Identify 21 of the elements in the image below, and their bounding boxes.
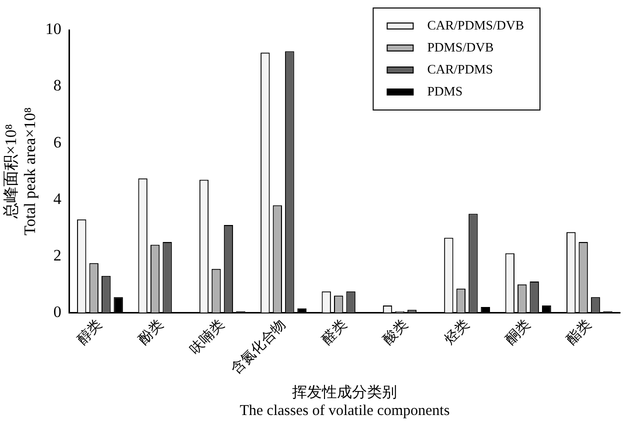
y-tick-label: 6 xyxy=(53,134,62,152)
legend-label: CAR/PDMS xyxy=(427,61,493,76)
x-axis-title: 挥发性成分类别 The classes of volatile components xyxy=(240,384,450,419)
x-tick-label: 酯类 xyxy=(564,316,595,348)
x-tick-label: 含氮化合物 xyxy=(228,316,289,378)
y-tick-label: 4 xyxy=(53,190,62,208)
y-tick-label: 2 xyxy=(53,247,62,264)
y-axis-title: 总峰面积×10⁸ Total peak area×10⁸ xyxy=(2,107,40,236)
x-tick-label: 醛类 xyxy=(319,316,350,348)
x-tick-label: 酸类 xyxy=(380,316,412,348)
legend-label: PDMS/DVB xyxy=(427,39,494,54)
x-tick-label: 呋喃类 xyxy=(186,316,228,358)
y-tick-label: 8 xyxy=(53,78,62,95)
y-tick-label: 0 xyxy=(53,304,62,321)
y-tick-label: 10 xyxy=(45,21,62,38)
x-tick-label: 烃类 xyxy=(441,316,472,348)
x-tick-label: 醇类 xyxy=(74,316,106,348)
x-tick-label: 酚类 xyxy=(135,316,167,348)
legend-label: CAR/PDMS/DVB xyxy=(427,17,524,32)
legend-label: PDMS xyxy=(427,83,463,98)
x-tick-label: 酮类 xyxy=(502,316,534,348)
